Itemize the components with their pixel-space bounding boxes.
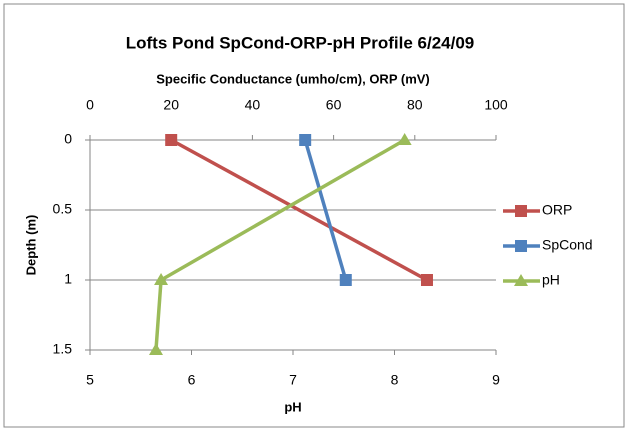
series-line [170,138,428,282]
x2-axis-title: pH [284,399,301,414]
y-tick-label: 1 [64,271,72,287]
marker [148,343,163,355]
legend-marker [515,240,527,252]
legend-marker [514,274,528,286]
marker [299,134,312,146]
marker [420,274,433,286]
marker [339,274,352,286]
x2-tick-label: 7 [289,372,297,388]
legend-label: ORP [542,202,572,218]
marker [165,134,178,146]
y-axis-title: Depth (m) [23,215,38,276]
x-tick-label: 40 [245,97,261,113]
y-tick-label: 0 [64,131,72,147]
series-line [303,139,348,281]
x-tick-label: 20 [163,97,179,113]
x2-tick-label: 8 [391,372,399,388]
y-tick-label: 0.5 [53,201,73,217]
x2-tick-label: 9 [492,372,500,388]
marker [154,273,169,285]
legend-marker [515,205,527,217]
chart-title: Lofts Pond SpCond-ORP-pH Profile 6/24/09 [126,33,475,52]
x-axis-title: Specific Conductance (umho/cm), ORP (mV) [156,71,430,86]
legend-label: pH [542,272,560,288]
y-tick-label: 1.5 [53,341,73,357]
chart-border [3,3,625,428]
x2-tick-label: 6 [188,372,196,388]
x2-tick-label: 5 [86,372,94,388]
x-tick-label: 60 [326,97,342,113]
legend-label: SpCond [542,237,593,253]
marker [397,133,412,145]
x-tick-label: 100 [484,97,508,113]
x-tick-label: 80 [407,97,423,113]
x-tick-label: 0 [86,97,94,113]
